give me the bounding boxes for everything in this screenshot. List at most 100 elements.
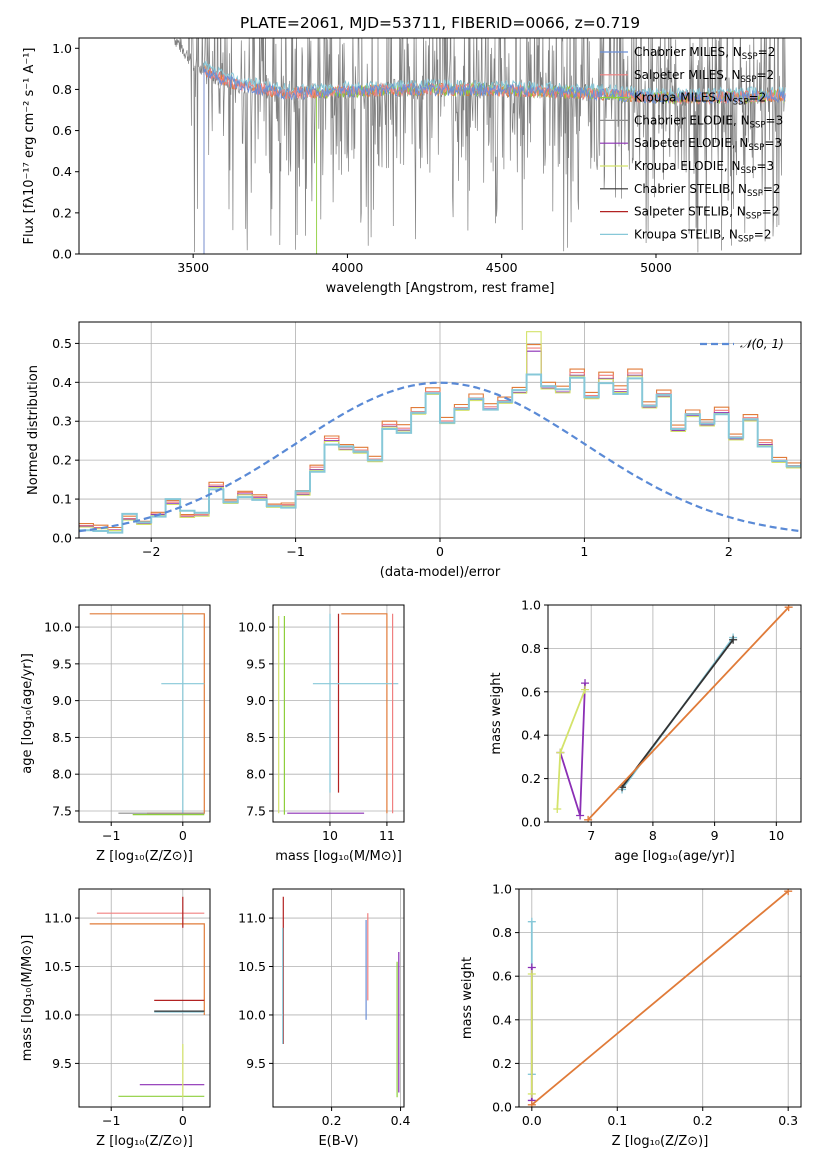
errorbar-segment [89,613,205,814]
data-point [527,1100,536,1107]
y-axis-label: mass [log₁₀(M/M⊙)] [20,935,35,1062]
axes-frame [78,37,802,255]
y-tick-label: 10.0 [238,620,266,635]
x-tick-label: 0.0 [522,1113,542,1128]
y-tick-label: 0.0 [52,531,72,546]
y-tick-label: 9.0 [246,693,266,708]
spectrum-panel: 3500 4000 4500 5000 0.0 0.2 0.4 0.6 0.8 1.0 Chabri… [22,37,802,296]
weight-line [531,890,789,1106]
axes-frame [272,888,405,1108]
x-tick-label: 10 [322,828,338,843]
y-tick-label: 0.6 [521,684,541,699]
y-tick-label: 0.0 [52,247,72,262]
legend-entry: Chabrier ELODIE, NSSP=3 [634,113,783,130]
mass-vs-Z-panel: −1 0 9.5 10.0 10.5 11.0 Z [log₁₀(Z/Z⊙)] mass [l… [20,888,211,1149]
weight-line [587,606,790,821]
y-tick-label: 9.5 [246,1056,266,1071]
axes-frame [78,321,802,539]
y-axis-label: age [log₁₀(age/yr)] [20,653,35,774]
y-tick-label: 0.4 [492,1012,512,1027]
x-tick-label: 3500 [177,260,209,275]
y-tick-label: 7.5 [246,803,266,818]
legend-entry: Chabrier MILES, NSSP=2 [634,45,775,62]
data-point [581,685,590,694]
x-tick-label: 8 [649,828,657,843]
y-tick-label: 10.5 [44,959,72,974]
data-point [584,815,593,822]
legend-entry: Kroupa STELIB, NSSP=2 [634,227,772,244]
legend-entry: Kroupa ELODIE, NSSP=3 [634,159,774,176]
x-tick-label: 0.2 [693,1113,713,1128]
x-tick-label: 0.3 [778,1113,798,1128]
y-tick-label: 0.3 [52,414,72,429]
y-tick-label: 1.0 [492,882,512,897]
x-tick-label: 7 [587,828,595,843]
weight-line [559,683,586,816]
y-tick-label: 10.0 [44,1007,72,1022]
y-tick-label: 9.5 [52,656,72,671]
y-tick-label: 10.5 [238,959,266,974]
mass-vs-EBV-plot-area [282,896,400,1098]
data-point [729,635,738,644]
y-axis-label: Flux [fλ10⁻¹⁷ erg cm⁻² s⁻¹ A⁻¹] [22,48,37,245]
y-tick-label: 0.4 [521,728,541,743]
data-point [527,1089,536,1098]
x-axis-label: Z [log₁₀(Z/Z⊙)] [96,1134,193,1149]
x-tick-label: −2 [142,544,160,559]
x-tick-label: 4000 [332,260,364,275]
x-tick-label: −1 [286,544,304,559]
observed-spectrum-line [174,38,786,253]
weight-line [621,639,734,788]
data-point [556,748,565,757]
x-axis-label: Z [log₁₀(Z/Z⊙)] [96,849,193,864]
y-tick-label: 1.0 [52,41,72,56]
y-axis-label: mass weight [489,672,504,754]
age-vs-Z-plot-area [89,613,205,816]
y-tick-label: 11.0 [238,911,266,926]
x-axis-label: age [log₁₀(age/yr)] [614,849,735,864]
histogram-plot-area [79,331,801,534]
y-tick-label: 0.2 [52,453,72,468]
mass-vs-Z-plot-area [89,896,205,1098]
data-point [784,605,793,612]
figure-title: PLATE=2061, MJD=53711, FIBERID=0066, z=0… [240,14,640,32]
x-axis-label: wavelength [Angstrom, rest frame] [326,281,555,296]
mass-vs-EBV-panel: 0.2 0.4 9.5 10.0 10.5 11.0 E(B-V) [238,888,411,1149]
x-tick-label: 1 [580,544,588,559]
y-tick-label: 0.0 [521,815,541,830]
x-axis-label: Z [log₁₀(Z/Z⊙)] [612,1134,709,1149]
data-point [784,889,793,896]
x-tick-label: 10 [768,828,784,843]
x-tick-label: 0 [179,1113,187,1128]
data-point [553,804,562,813]
panels: 3500 4000 4500 5000 0.0 0.2 0.4 0.6 0.8 1.0 Chabri… [20,37,802,1149]
histogram-series [79,347,801,531]
massweight-vs-age-panel: 7 8 9 10 0.0 0.2 0.4 0.6 0.8 1.0 age [log₁₀(age/yr… [489,598,802,864]
histogram-panel: −2 −1 0 1 2 0.0 0.1 0.2 0.3 0.4 0.5 𝒩(0, 1) (data-mo… [26,321,802,580]
y-tick-label: 0.8 [52,82,72,97]
legend-entry: Chabrier STELIB, NSSP=2 [634,182,781,199]
y-tick-label: 8.0 [246,767,266,782]
spectrum-legend: Chabrier MILES, NSSP=2 Salpeter MILES, NS… [600,45,783,244]
age-vs-Z-panel: −1 0 7.5 8.0 8.5 9.0 9.5 10.0 Z [log₁₀(Z/Z⊙)] age… [20,604,211,864]
legend-entry: 𝒩(0, 1) [740,337,784,351]
y-tick-label: 0.4 [52,164,72,179]
y-tick-label: 0.0 [492,1100,512,1115]
y-tick-label: 10.0 [44,620,72,635]
histogram-series [79,373,801,534]
x-tick-label: 9 [711,828,719,843]
y-tick-label: 0.6 [52,123,72,138]
y-tick-label: 11.0 [44,911,72,926]
x-tick-label: −1 [102,1113,120,1128]
x-axis-label: mass [log₁₀(M/M⊙)] [275,849,402,864]
y-tick-label: 0.1 [52,492,72,507]
errorbar-segment [89,923,205,1015]
x-tick-label: 0 [179,828,187,843]
y-tick-label: 9.5 [52,1056,72,1071]
model-spectrum-line [203,67,786,254]
y-tick-label: 7.5 [52,803,72,818]
x-tick-label: 2 [725,544,733,559]
x-tick-label: 0.4 [391,1113,411,1128]
legend-entry: Salpeter ELODIE, NSSP=3 [634,136,782,153]
